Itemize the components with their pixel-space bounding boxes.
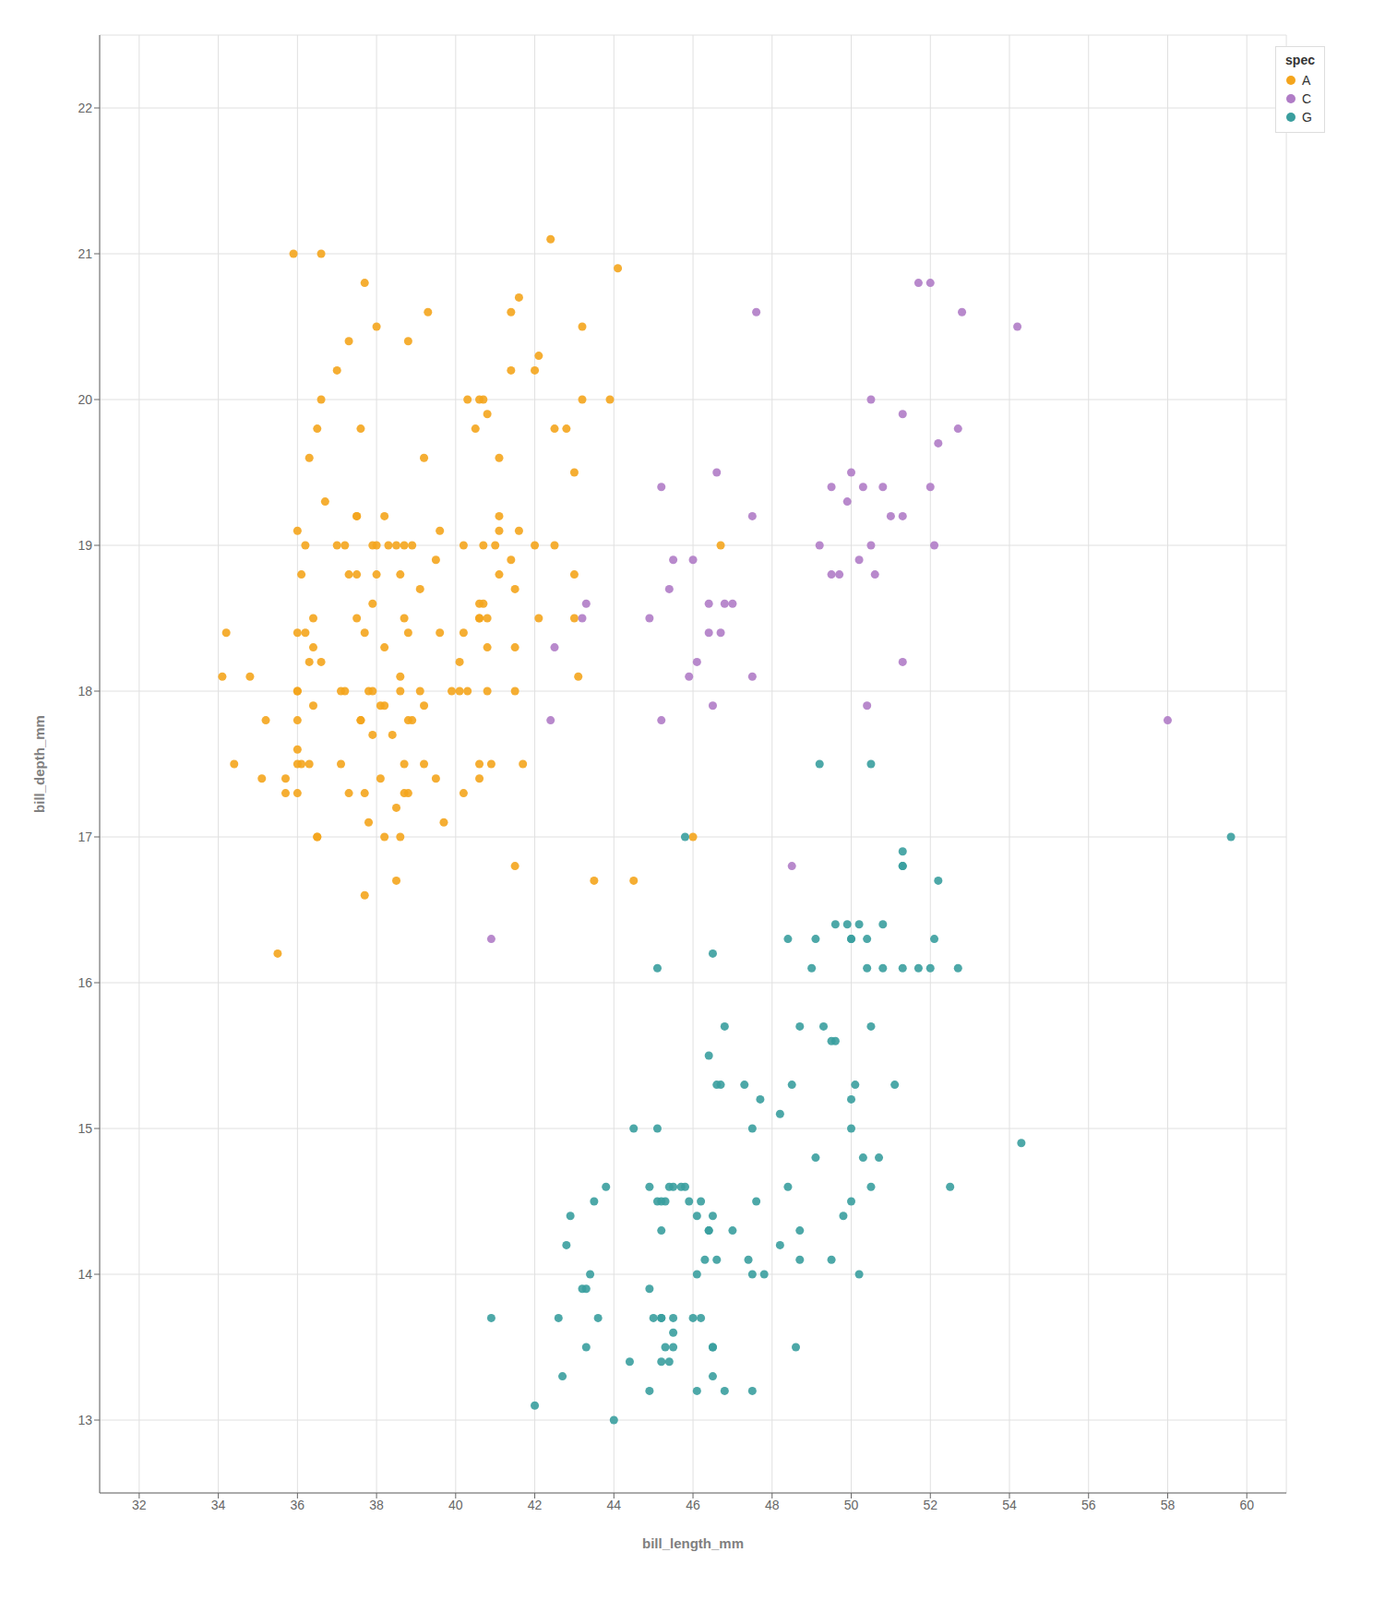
svg-text:22: 22 xyxy=(77,100,93,116)
html-text:G: G xyxy=(1302,109,1313,125)
svg-text:52: 52 xyxy=(922,1497,938,1513)
svg-text:50: 50 xyxy=(844,1497,860,1513)
svg-text:bill_length_mm: bill_length_mm xyxy=(642,1535,744,1552)
svg-text:40: 40 xyxy=(448,1497,464,1513)
svg-text:36: 36 xyxy=(290,1497,306,1513)
svg-text:16: 16 xyxy=(77,975,93,991)
svg-text:58: 58 xyxy=(1160,1497,1176,1513)
svg-text:44: 44 xyxy=(607,1497,622,1513)
svg-text:60: 60 xyxy=(1239,1497,1254,1513)
svg-text:21: 21 xyxy=(77,246,93,262)
svg-text:34: 34 xyxy=(211,1497,227,1513)
html-text:spec: spec xyxy=(1285,52,1315,68)
svg-text:42: 42 xyxy=(527,1497,543,1513)
svg-text:46: 46 xyxy=(685,1497,701,1513)
svg-text:38: 38 xyxy=(369,1497,384,1513)
svg-text:56: 56 xyxy=(1081,1497,1097,1513)
svg-text:13: 13 xyxy=(77,1412,93,1428)
html-text:A: A xyxy=(1302,72,1311,88)
svg-text:bill_depth_mm: bill_depth_mm xyxy=(31,715,48,813)
svg-text:18: 18 xyxy=(77,683,93,699)
svg-text:15: 15 xyxy=(77,1121,93,1136)
svg-text:54: 54 xyxy=(1002,1497,1017,1513)
svg-text:20: 20 xyxy=(77,392,93,407)
svg-text:48: 48 xyxy=(764,1497,780,1513)
svg-text:32: 32 xyxy=(131,1497,147,1513)
svg-text:14: 14 xyxy=(77,1266,93,1282)
html-text:C: C xyxy=(1302,91,1312,107)
svg-text:19: 19 xyxy=(77,537,93,553)
svg-text:17: 17 xyxy=(77,829,93,845)
